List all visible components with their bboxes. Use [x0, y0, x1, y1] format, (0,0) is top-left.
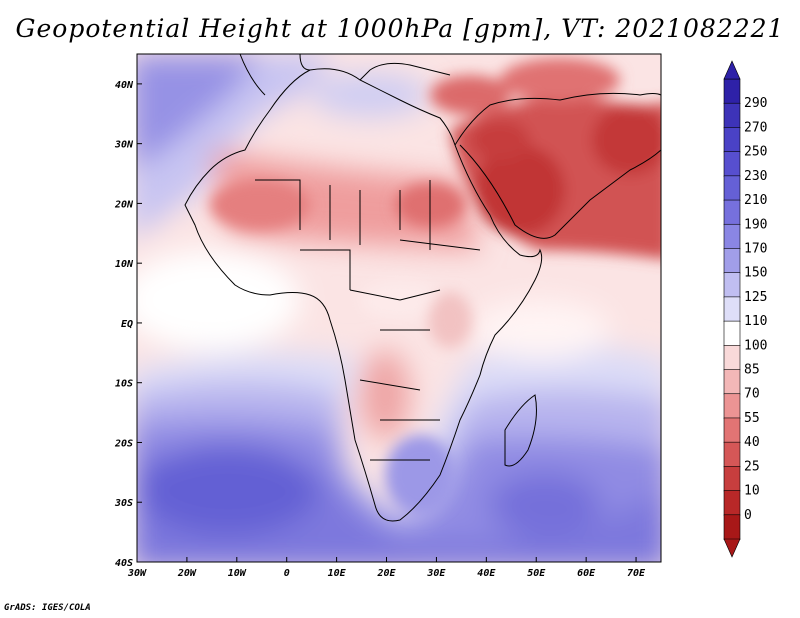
colorbar-label: 210	[744, 193, 767, 208]
colorbar-label: 110	[744, 314, 767, 329]
colorbar-swatch	[723, 199, 741, 226]
lon-tick-label: 50E	[527, 568, 546, 579]
lon-tick-label: 30W	[127, 568, 147, 579]
coastlines-and-borders	[184, 54, 661, 522]
colorbar-swatch	[723, 441, 741, 468]
colorbar-label: 0	[744, 508, 752, 523]
colorbar-min-arrow	[723, 538, 741, 558]
lat-tick-label: 20N	[114, 199, 134, 210]
colorbar-label: 25	[744, 459, 760, 474]
lat-tick-label: 10N	[115, 259, 134, 270]
colorbar-label: 170	[744, 241, 767, 256]
lat-tick-label: 10S	[115, 379, 133, 390]
colorbar-label: 40	[744, 435, 760, 450]
colorbar-swatch	[723, 127, 741, 153]
colorbar-label: 290	[744, 96, 767, 111]
colorbar-label: 250	[744, 145, 767, 160]
lat-tick-label: 20S	[114, 438, 133, 449]
colorbar-label: 55	[744, 411, 760, 426]
colorbar-label: 70	[744, 387, 760, 402]
colorbar-label: 10	[744, 484, 760, 499]
colorbar-swatch	[723, 248, 741, 274]
colorbar-label: 125	[744, 290, 767, 305]
colorbar-swatch	[723, 490, 741, 516]
colorbar-max-arrow	[723, 60, 741, 80]
colorbar-label: 85	[744, 363, 760, 378]
colorbar-swatch	[723, 175, 741, 201]
grads-credit: GrADS: IGES/COLA	[4, 603, 91, 613]
lat-tick-label: 40S	[115, 558, 133, 569]
latitude-ticks: 40N 30N 20N 10N EQ 10S 20S 30S 40S	[114, 80, 142, 569]
lon-tick-label: 20E	[376, 568, 396, 579]
plot-frame	[136, 53, 662, 563]
lon-tick-label: 30E	[426, 568, 446, 579]
colorbar-label: 100	[744, 338, 767, 353]
colorbar-swatch	[723, 393, 741, 419]
colorbar-label: 230	[744, 169, 767, 184]
lon-tick-label: 0	[284, 568, 290, 579]
lat-tick-label: 40N	[115, 80, 134, 91]
lat-tick-label: 30S	[114, 498, 133, 509]
longitude-ticks: 30W 20W 10W 0 10E 20E 30E 40E 50E 60E 70E	[127, 557, 646, 579]
colorbar-label: 150	[744, 266, 767, 281]
colorbar-swatch	[723, 320, 741, 347]
lon-tick-label: 10E	[328, 568, 347, 579]
colorbar-swatch	[723, 78, 741, 105]
colorbar-label: 190	[744, 217, 767, 232]
lon-tick-label: 40E	[477, 568, 496, 579]
colorbar-swatch	[723, 514, 741, 540]
colorbar-swatch	[723, 151, 741, 177]
lat-tick-label: 30N	[114, 140, 134, 151]
lon-tick-label: 70E	[627, 568, 646, 579]
geopotential-field	[137, 54, 661, 562]
lat-tick-label: EQ	[121, 319, 133, 330]
colorbar-swatch	[723, 466, 741, 492]
chart-title: Geopotential Height at 1000hPa [gpm], VT…	[15, 14, 785, 43]
colorbar-swatch	[723, 417, 741, 443]
lon-tick-label: 20W	[177, 568, 197, 579]
colorbar-swatch	[723, 345, 741, 371]
lon-tick-label: 10W	[228, 568, 247, 579]
colorbar-label: 270	[744, 120, 767, 135]
colorbar-swatch	[723, 102, 741, 129]
lon-tick-label: 60E	[577, 568, 596, 579]
colorbar-swatch	[723, 272, 741, 298]
colorbar-swatch	[723, 369, 741, 395]
colorbar-swatch	[723, 296, 741, 322]
colorbar-swatch	[723, 223, 741, 250]
colorbar: 2902702502302101901701501251101008570554…	[723, 60, 767, 558]
